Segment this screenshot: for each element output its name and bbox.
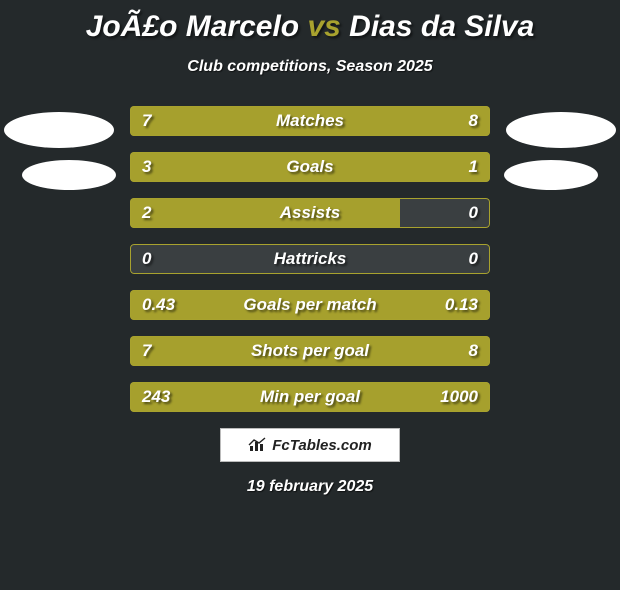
stat-row: 78Matches [130,106,490,136]
stat-row: 78Shots per goal [130,336,490,366]
stat-name: Goals per match [130,290,490,320]
stat-row: 31Goals [130,152,490,182]
player2-club-badge [504,160,598,190]
fctables-logo: FcTables.com [220,428,400,462]
stat-name: Assists [130,198,490,228]
stat-row: 20Assists [130,198,490,228]
date-label: 19 february 2025 [0,478,620,496]
player1-name: JoÃ£o Marcelo [86,10,299,43]
stat-row: 00Hattricks [130,244,490,274]
stat-name: Hattricks [130,244,490,274]
player2-avatar [506,112,616,148]
player1-club-badge [22,160,116,190]
stat-row: 0.430.13Goals per match [130,290,490,320]
comparison-title: JoÃ£o Marcelo vs Dias da Silva [0,10,620,44]
player2-name: Dias da Silva [349,10,534,43]
subtitle: Club competitions, Season 2025 [0,58,620,76]
stat-name: Matches [130,106,490,136]
stat-rows: 78Matches 31Goals 20Assists 00Hattricks 0.43… [130,106,490,412]
vs-label: vs [307,10,340,43]
chart-icon [248,437,268,453]
comparison-content: 78Matches 31Goals 20Assists 00Hattricks 0.43… [0,106,620,412]
logo-text: FcTables.com [272,437,371,454]
stat-name: Min per goal [130,382,490,412]
player1-avatar [4,112,114,148]
stat-name: Shots per goal [130,336,490,366]
stat-row: 2431000Min per goal [130,382,490,412]
stat-name: Goals [130,152,490,182]
